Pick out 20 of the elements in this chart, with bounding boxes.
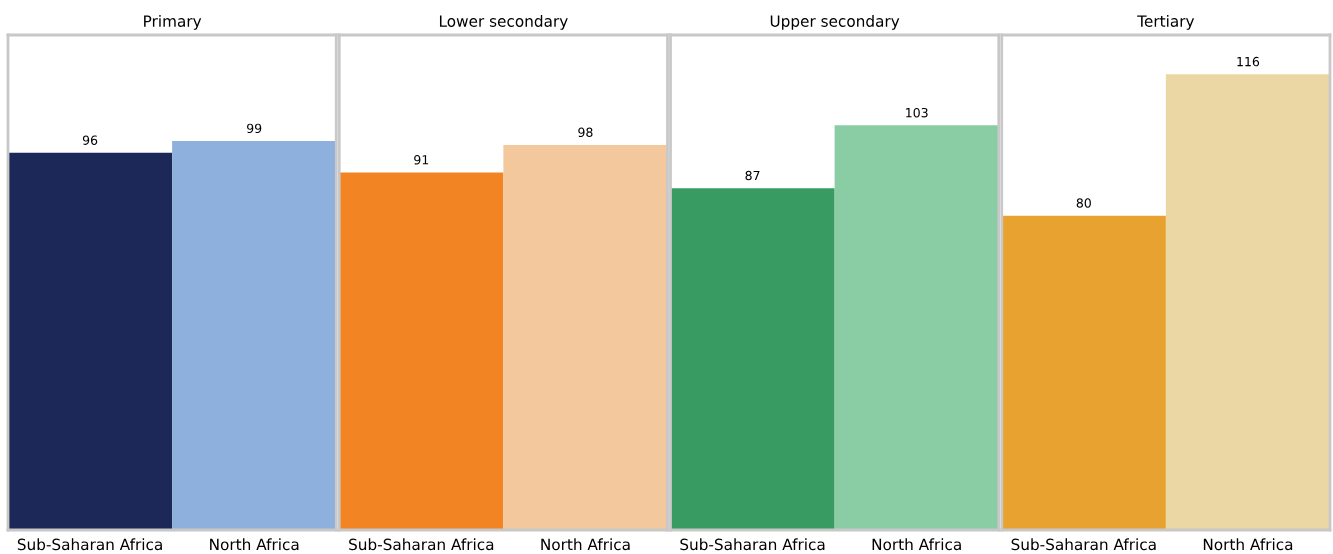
data-label: 91 <box>414 155 429 165</box>
data-label: 99 <box>247 123 262 134</box>
chart-title: Primary <box>144 15 202 30</box>
x-tick-label: North Africa <box>541 538 630 551</box>
data-label: 87 <box>745 170 760 181</box>
x-tick-label: Sub-Saharan Africa <box>17 538 162 551</box>
data-label: 98 <box>578 127 593 138</box>
data-label: 116 <box>1237 56 1260 67</box>
chart-title: Lower secondary <box>439 15 568 30</box>
x-tick-label: Sub-Saharan Africa <box>1011 538 1156 551</box>
x-tick-label: North Africa <box>210 538 299 551</box>
chart-title: Upper secondary <box>770 15 900 30</box>
x-tick-label: Sub-Saharan Africa <box>680 538 825 551</box>
x-tick-label: North Africa <box>872 538 961 551</box>
data-label: 96 <box>82 135 98 145</box>
x-tick-label: Sub-Saharan Africa <box>349 538 494 551</box>
data-label: 103 <box>906 107 928 118</box>
data-label: 80 <box>1076 198 1091 208</box>
chart-title: Tertiary <box>1137 15 1195 30</box>
x-tick-label: North Africa <box>1203 538 1293 551</box>
